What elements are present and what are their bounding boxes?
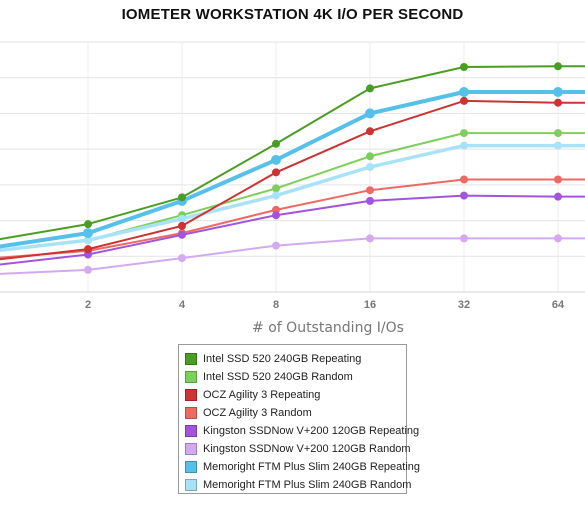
legend-label: Kingston SSDNow V+200 120GB Repeating: [203, 425, 420, 437]
data-point: [366, 163, 374, 171]
data-point: [272, 211, 280, 220]
legend-label: OCZ Agility 3 Random: [203, 407, 312, 419]
data-point: [366, 127, 374, 136]
legend-swatch: [185, 425, 197, 437]
data-point: [366, 186, 374, 195]
data-point: [554, 175, 562, 184]
x-tick-label: 8: [273, 299, 279, 311]
data-point: [84, 236, 92, 245]
legend-label: Memoright FTM Plus Slim 240GB Repeating: [203, 461, 421, 473]
legend-item: Intel SSD 520 240GB Random: [185, 368, 406, 386]
legend-label: Memoright FTM Plus Slim 240GB Random: [203, 479, 412, 491]
data-point: [366, 152, 374, 161]
chart-title: IOMETER WORKSTATION 4K I/O PER SECOND: [121, 6, 464, 23]
data-point: [84, 265, 92, 274]
series-line: [0, 194, 585, 266]
data-point: [460, 129, 468, 138]
data-point: [178, 214, 186, 223]
legend-item: Memoright FTM Plus Slim 240GB Repeating: [185, 458, 420, 476]
series-line: [0, 178, 585, 259]
series-6: [0, 87, 585, 249]
data-point: [460, 141, 468, 150]
data-point: [272, 168, 280, 177]
series-4: [0, 191, 585, 266]
data-point: [460, 175, 468, 184]
x-tick-label: 2: [85, 299, 91, 311]
data-point: [178, 221, 186, 230]
data-point: [83, 228, 93, 239]
data-point: [366, 196, 374, 205]
legend-swatch: [185, 461, 197, 473]
legend: Intel SSD 520 240GB Repeating Intel SSD 5…: [178, 344, 420, 494]
data-point: [460, 234, 468, 243]
data-point: [554, 62, 562, 71]
legend-swatch: [185, 353, 197, 365]
data-point: [271, 154, 281, 165]
legend-item: Intel SSD 520 240GB Repeating: [185, 350, 406, 368]
series-line: [0, 143, 585, 252]
data-point: [178, 193, 186, 202]
series-line: [0, 237, 585, 275]
data-point: [553, 87, 563, 97]
legend-swatch: [185, 407, 197, 419]
legend-item: OCZ Agility 3 Random: [185, 404, 406, 422]
data-point: [366, 84, 374, 93]
data-point: [84, 220, 92, 229]
data-point: [460, 96, 468, 105]
data-point: [554, 192, 562, 201]
data-point: [178, 254, 186, 263]
data-point: [272, 191, 280, 200]
legend-label: Kingston SSDNow V+200 120GB Random: [203, 443, 411, 455]
legend-swatch: [185, 389, 197, 401]
series-0: [0, 62, 585, 241]
data-point: [554, 129, 562, 138]
series-7: [0, 141, 585, 252]
legend-item: Memoright FTM Plus Slim 240GB Random: [185, 476, 411, 494]
data-point: [272, 184, 280, 193]
series-line: [0, 90, 585, 249]
data-point: [460, 191, 468, 200]
x-axis-label: # of Outstanding I/Os: [252, 320, 404, 336]
data-point: [272, 241, 280, 250]
data-point: [365, 108, 375, 119]
data-point: [554, 234, 562, 243]
data-point: [178, 230, 186, 239]
legend-label: Intel SSD 520 240GB Repeating: [203, 353, 362, 365]
legend-item: OCZ Agility 3 Repeating: [185, 386, 406, 404]
series-line: [0, 65, 585, 241]
data-point: [272, 139, 280, 148]
legend-item: Kingston SSDNow V+200 120GB Repeating: [185, 422, 419, 440]
x-tick-labels: 2 4 8 16 32 64: [85, 299, 565, 311]
data-point: [84, 245, 92, 254]
legend-swatch: [185, 479, 197, 491]
x-tick-label: 64: [552, 299, 565, 311]
data-point: [460, 63, 468, 71]
data-point: [459, 87, 469, 97]
grid-lines: [0, 41, 585, 293]
legend-swatch: [185, 443, 197, 455]
x-tick-label: 4: [179, 299, 186, 311]
series-layer: [0, 62, 585, 275]
x-tick-label: 32: [458, 299, 470, 311]
series-5: [0, 234, 585, 275]
data-point: [554, 98, 562, 107]
legend-item: Kingston SSDNow V+200 120GB Random: [185, 440, 411, 458]
data-point: [366, 234, 374, 243]
legend-label: OCZ Agility 3 Repeating: [203, 389, 321, 401]
legend-swatch: [185, 371, 197, 383]
series-line: [0, 99, 585, 261]
data-point: [554, 141, 562, 150]
legend-label: Intel SSD 520 240GB Random: [203, 371, 353, 383]
x-tick-label: 16: [364, 299, 376, 311]
series-2: [0, 96, 585, 261]
